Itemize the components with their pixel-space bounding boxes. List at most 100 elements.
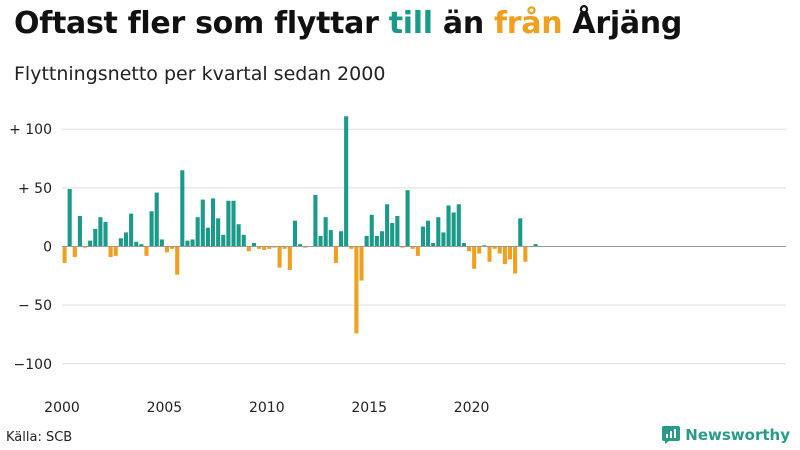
bar-2013-q1 (328, 230, 333, 247)
title-word-till: till (388, 6, 433, 41)
bar-2008-q2 (231, 200, 236, 247)
bar-2002-q4 (118, 238, 123, 247)
x-tick-label: 2000 (44, 400, 80, 416)
bar-2011-q4 (303, 246, 308, 248)
bar-2021-q3 (502, 246, 507, 265)
bar-2017-q1 (410, 246, 415, 249)
bar-2001-q3 (93, 228, 98, 247)
bar-2023-q1 (533, 244, 538, 247)
x-axis-labels: 2000 2005 2010 2015 2020 (44, 400, 489, 416)
bar-2009-q3 (257, 246, 262, 249)
bar-2001-q1 (82, 246, 88, 248)
y-tick-label: + 50 (18, 181, 52, 197)
bar-2018-q3 (441, 232, 446, 247)
bar-2020-q1 (472, 246, 477, 269)
bar-2004-q1 (144, 246, 149, 256)
bar-2022-q1 (513, 246, 518, 274)
bar-2011-q2 (292, 220, 297, 247)
bar-2003-q4 (139, 244, 144, 247)
bar-2016-q3 (400, 246, 405, 248)
bar-2007-q1 (205, 227, 210, 247)
y-tick-label: − 50 (18, 298, 52, 314)
bar-2008-q3 (236, 224, 241, 247)
bar-2019-q4 (466, 246, 472, 252)
bar-2006-q2 (190, 239, 195, 247)
bar-2001-q4 (98, 217, 103, 247)
bar-2002-q1 (103, 221, 108, 247)
bar-2007-q2 (210, 198, 216, 247)
bar-2000-q2 (67, 189, 72, 247)
bar-2007-q3 (216, 218, 221, 247)
bar-2016-q2 (395, 216, 400, 247)
title-word-fran: från (494, 6, 563, 41)
bar-2004-q2 (149, 211, 154, 247)
bar-2021-q1 (492, 246, 497, 249)
bar-2005-q2 (170, 246, 175, 249)
bar-2021-q4 (507, 246, 513, 260)
bar-2000-q1 (62, 246, 67, 263)
bar-2007-q4 (221, 234, 226, 247)
bar-2005-q3 (175, 246, 180, 275)
bar-2015-q2 (374, 235, 379, 247)
bar-2014-q2 (354, 246, 359, 334)
bar-2010-q2 (272, 246, 277, 248)
bar-2009-q2 (251, 242, 257, 247)
bar-2009-q4 (262, 246, 267, 251)
y-tick-label: −100 (14, 357, 52, 373)
bar-2017-q4 (426, 220, 431, 247)
bar-2015-q1 (369, 214, 374, 247)
bar-2016-q1 (390, 223, 395, 247)
bar-2018-q4 (446, 205, 451, 247)
brand-name: Newsworthy (685, 426, 790, 444)
brand-logo: Newsworthy (662, 426, 790, 444)
bar-2021-q2 (497, 246, 502, 254)
bar-2012-q4 (323, 217, 328, 247)
x-tick-label: 2005 (147, 400, 183, 416)
bar-2010-q4 (282, 246, 287, 249)
bars (62, 116, 538, 334)
bar-2020-q3 (482, 245, 487, 247)
bar-2014-q3 (359, 246, 364, 281)
bar-2009-q1 (246, 246, 251, 252)
y-axis-labels: + 100 + 50 0 − 50 −100 (9, 122, 52, 373)
source-label: Källa: SCB (6, 430, 73, 445)
bar-2012-q3 (318, 235, 323, 247)
bar-2015-q4 (385, 204, 390, 247)
bar-2010-q3 (277, 246, 282, 268)
bar-2008-q1 (226, 200, 231, 247)
bar-2011-q3 (298, 244, 303, 247)
x-tick-label: 2015 (351, 400, 387, 416)
bar-2018-q2 (436, 217, 441, 247)
bar-2019-q3 (461, 242, 466, 247)
bar-2000-q4 (77, 216, 82, 247)
bar-2015-q3 (379, 231, 385, 247)
bar-2005-q1 (164, 246, 169, 253)
bar-2020-q2 (477, 246, 482, 254)
bar-2006-q3 (195, 217, 200, 247)
newsworthy-logo-icon (662, 426, 681, 444)
bar-2018-q1 (431, 242, 436, 247)
title-part-1: Oftast fler som flyttar (14, 6, 389, 41)
bar-2008-q4 (241, 234, 246, 247)
bar-2013-q4 (344, 116, 349, 247)
bar-2002-q2 (108, 246, 113, 258)
bar-2019-q2 (456, 204, 461, 247)
x-tick-label: 2020 (454, 400, 490, 416)
bar-2017-q2 (415, 246, 420, 256)
title-part-3: Årjäng (562, 6, 682, 41)
bar-2006-q1 (185, 240, 190, 247)
bar-2001-q2 (88, 240, 93, 247)
bar-2003-q2 (129, 213, 134, 247)
bar-2016-q4 (405, 190, 410, 247)
y-tick-label: + 100 (9, 122, 52, 138)
bar-2004-q4 (159, 239, 164, 247)
bar-2020-q4 (487, 246, 492, 262)
bar-2003-q3 (134, 241, 139, 247)
chart-subtitle: Flyttningsnetto per kvartal sedan 2000 (14, 63, 386, 85)
bar-2022-q2 (518, 218, 523, 247)
bar-2012-q2 (313, 194, 318, 247)
bar-2000-q3 (72, 246, 77, 258)
bar-2017-q3 (420, 226, 425, 247)
bar-2022-q3 (523, 246, 528, 262)
bar-2003-q1 (123, 232, 129, 247)
